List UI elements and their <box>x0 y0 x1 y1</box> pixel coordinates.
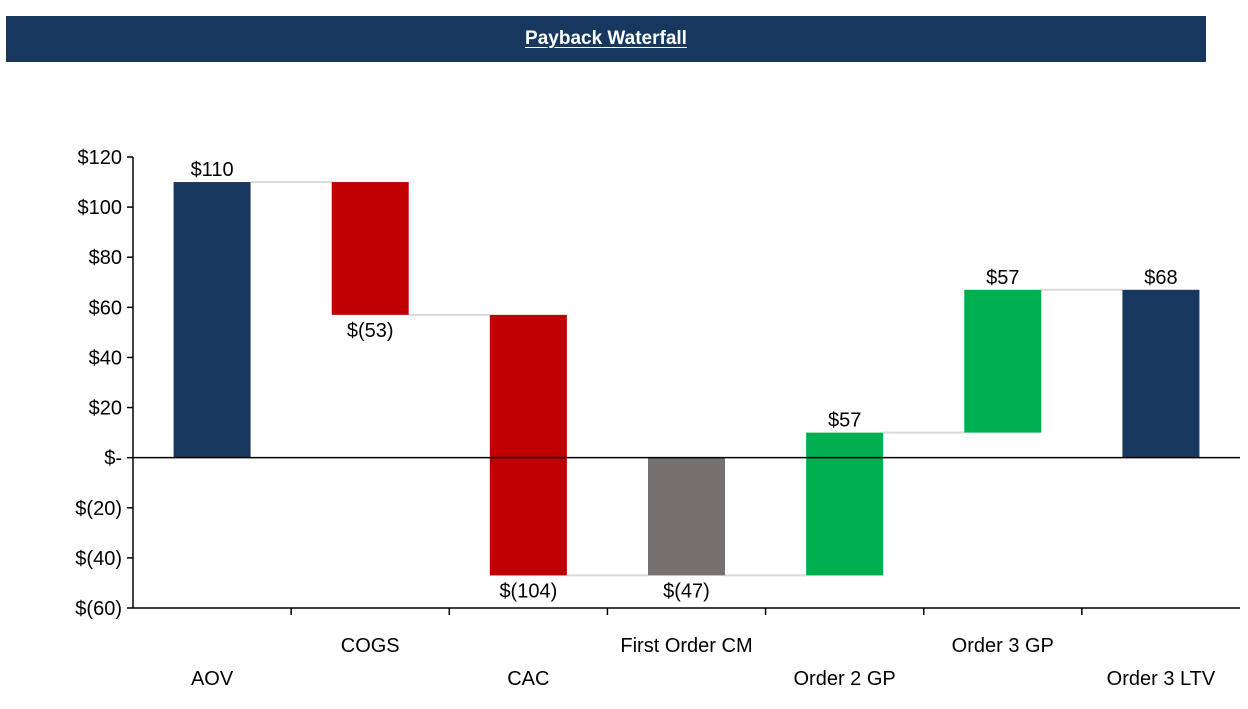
data-label: $(104) <box>499 580 557 602</box>
y-tick-label: $60 <box>89 297 122 319</box>
data-label: $110 <box>191 159 234 181</box>
y-tick-label: $(20) <box>75 498 122 520</box>
title-bar: Payback Waterfall <box>6 16 1206 62</box>
x-tick-label: COGS <box>341 635 400 657</box>
y-tick-label: $40 <box>89 347 122 369</box>
y-tick-label: $80 <box>89 247 122 269</box>
y-tick-label: $20 <box>89 398 122 420</box>
data-label: $68 <box>1144 267 1177 289</box>
bar-order-2-gp <box>806 432 884 576</box>
x-tick-label: AOV <box>191 668 234 690</box>
data-label: $(47) <box>663 580 710 602</box>
data-label: $57 <box>828 410 861 432</box>
data-label: $57 <box>986 267 1019 289</box>
y-tick-label: $(60) <box>75 598 122 620</box>
y-tick-label: $120 <box>78 147 123 169</box>
bar-order-3-gp <box>964 289 1042 433</box>
x-tick-label: CAC <box>507 668 549 690</box>
bar-cac <box>489 314 567 576</box>
x-tick-label: First Order CM <box>620 635 752 657</box>
x-tick-label: Order 3 LTV <box>1107 668 1216 690</box>
bar-first-order-cm <box>648 457 725 576</box>
bar-order-3-ltv <box>1122 289 1200 458</box>
y-tick-label: $100 <box>78 197 123 219</box>
data-label: $(53) <box>347 320 394 342</box>
bar-aov <box>173 182 251 458</box>
x-tick-label: Order 3 GP <box>952 635 1054 657</box>
page-title: Payback Waterfall <box>525 28 687 49</box>
x-tick-label: Order 2 GP <box>794 668 896 690</box>
y-tick-label: $(40) <box>75 548 122 570</box>
y-tick-label: $- <box>104 448 122 470</box>
bar-cogs <box>331 182 409 315</box>
